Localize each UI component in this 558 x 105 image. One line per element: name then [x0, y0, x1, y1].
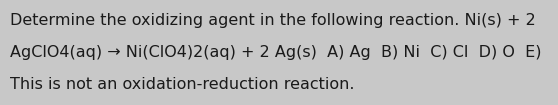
- Text: AgClO4(aq) → Ni(ClO4)2(aq) + 2 Ag(s)  A) Ag  B) Ni  C) Cl  D) O  E): AgClO4(aq) → Ni(ClO4)2(aq) + 2 Ag(s) A) …: [10, 45, 542, 60]
- Text: Determine the oxidizing agent in the following reaction. Ni(s) + 2: Determine the oxidizing agent in the fol…: [10, 13, 536, 28]
- Text: This is not an oxidation-reduction reaction.: This is not an oxidation-reduction react…: [10, 77, 354, 92]
